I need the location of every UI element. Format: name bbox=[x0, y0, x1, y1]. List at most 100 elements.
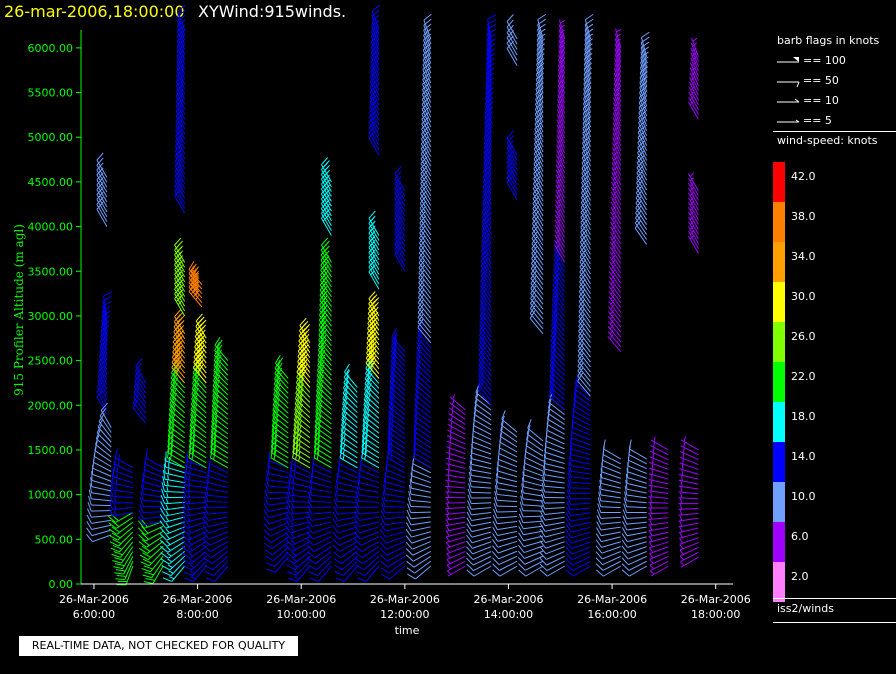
barb-staff bbox=[176, 50, 186, 70]
barb-staff bbox=[417, 327, 432, 344]
barb-staff bbox=[413, 452, 432, 464]
barb-flag-10 bbox=[406, 509, 412, 519]
barb-staff bbox=[582, 132, 591, 152]
barb-staff bbox=[485, 68, 492, 88]
barb-staff bbox=[479, 325, 492, 343]
barb-flag-10 bbox=[302, 339, 309, 348]
barb-flag-10 bbox=[419, 225, 426, 234]
barb-staff bbox=[414, 399, 432, 414]
barb-staff bbox=[636, 167, 648, 186]
barb-staff bbox=[174, 150, 186, 169]
barb-staff bbox=[91, 514, 112, 518]
barb-staff bbox=[536, 44, 544, 64]
barb-staff bbox=[635, 197, 648, 216]
barb-staff bbox=[530, 278, 544, 295]
barb-staff bbox=[312, 469, 332, 479]
barb-flag-10 bbox=[162, 469, 166, 480]
barb-staff bbox=[207, 494, 228, 498]
barb-staff bbox=[497, 470, 518, 478]
barb-staff bbox=[175, 135, 186, 154]
barb-flag-10 bbox=[595, 551, 603, 560]
barb-flag-10 bbox=[87, 508, 92, 518]
barb-staff bbox=[143, 499, 164, 503]
barb-flag-5 bbox=[610, 304, 615, 310]
barb-staff bbox=[547, 418, 565, 430]
legend-divider bbox=[773, 131, 896, 132]
barb-flag-10 bbox=[578, 313, 585, 322]
barb-flag-10 bbox=[578, 288, 586, 297]
barb-flag-10 bbox=[628, 439, 632, 450]
barb-flag-10 bbox=[287, 571, 297, 577]
barb-staff bbox=[312, 526, 332, 534]
barb-flag-10 bbox=[539, 546, 547, 555]
barb-staff bbox=[579, 271, 591, 289]
barb-flag-10 bbox=[577, 338, 585, 347]
barb-flag-10 bbox=[479, 317, 486, 326]
barb-staff bbox=[92, 534, 112, 543]
barb-staff bbox=[212, 555, 229, 571]
barb-staff bbox=[478, 349, 492, 367]
wind-profile bbox=[132, 358, 147, 424]
barb-staff bbox=[413, 436, 432, 449]
barb-staff bbox=[544, 506, 565, 510]
barb-flag-10 bbox=[296, 363, 303, 373]
barb-flag-10 bbox=[173, 356, 180, 366]
barb-staff bbox=[268, 485, 289, 489]
barb-staff bbox=[100, 410, 112, 428]
barb-flag-5 bbox=[609, 319, 614, 325]
barb-staff bbox=[415, 379, 432, 394]
barb-flag-10 bbox=[543, 454, 546, 464]
barb-flag-10 bbox=[595, 533, 602, 542]
barb-flag-10 bbox=[86, 521, 93, 530]
barb-flag-10 bbox=[578, 283, 586, 292]
barb-staff bbox=[474, 402, 492, 416]
barb-staff bbox=[603, 448, 621, 460]
barb-flag-10 bbox=[366, 325, 374, 334]
barb-flag-10 bbox=[595, 569, 604, 577]
data-source-label: iss2/winds bbox=[777, 602, 834, 615]
barb-staff bbox=[636, 172, 648, 191]
barb-staff bbox=[312, 531, 332, 540]
barb-staff bbox=[472, 546, 492, 555]
barb-flag-10 bbox=[143, 565, 153, 570]
barb-staff bbox=[96, 164, 108, 183]
barb-flag-10 bbox=[495, 479, 498, 489]
barb-flag-10 bbox=[159, 533, 167, 541]
barb-flag-10 bbox=[595, 539, 602, 548]
barb-staff bbox=[478, 344, 492, 362]
barb-staff bbox=[175, 145, 186, 164]
barb-staff bbox=[639, 87, 648, 107]
barb-flag-5 bbox=[166, 492, 169, 498]
barb-flag-10 bbox=[621, 563, 630, 571]
barb-staff bbox=[421, 89, 432, 108]
barb-flag-10 bbox=[479, 297, 487, 306]
barb-flag-10 bbox=[368, 210, 376, 219]
barb-flag-10 bbox=[578, 303, 586, 312]
barb-flag-5 bbox=[683, 442, 686, 448]
barb-flag-10 bbox=[103, 291, 113, 297]
barb-staff bbox=[572, 426, 591, 436]
barb-flag-5 bbox=[165, 522, 170, 528]
barb-staff bbox=[584, 44, 591, 64]
barb-flag-10 bbox=[492, 545, 499, 554]
barb-staff bbox=[413, 555, 432, 568]
barb-flag-10 bbox=[182, 552, 191, 559]
speed-color-label: 38.0 bbox=[791, 210, 816, 223]
barb-staff bbox=[479, 339, 492, 357]
barb-flag-10 bbox=[287, 577, 298, 582]
barb-staff bbox=[626, 494, 647, 499]
barb-staff bbox=[572, 415, 591, 426]
barb-flag-10 bbox=[621, 533, 628, 542]
barb-staff bbox=[533, 143, 544, 163]
barb-staff bbox=[627, 482, 647, 489]
barb-staff bbox=[523, 535, 544, 542]
barb-flag-10 bbox=[466, 523, 473, 532]
barb-staff bbox=[394, 238, 406, 257]
barb-staff bbox=[92, 467, 112, 477]
barb-staff bbox=[175, 120, 186, 140]
barb-flag-10 bbox=[176, 240, 184, 249]
barb-staff bbox=[174, 155, 186, 174]
barb-staff bbox=[95, 444, 112, 458]
barb-flag-10 bbox=[322, 265, 329, 274]
barb-staff bbox=[573, 404, 591, 417]
